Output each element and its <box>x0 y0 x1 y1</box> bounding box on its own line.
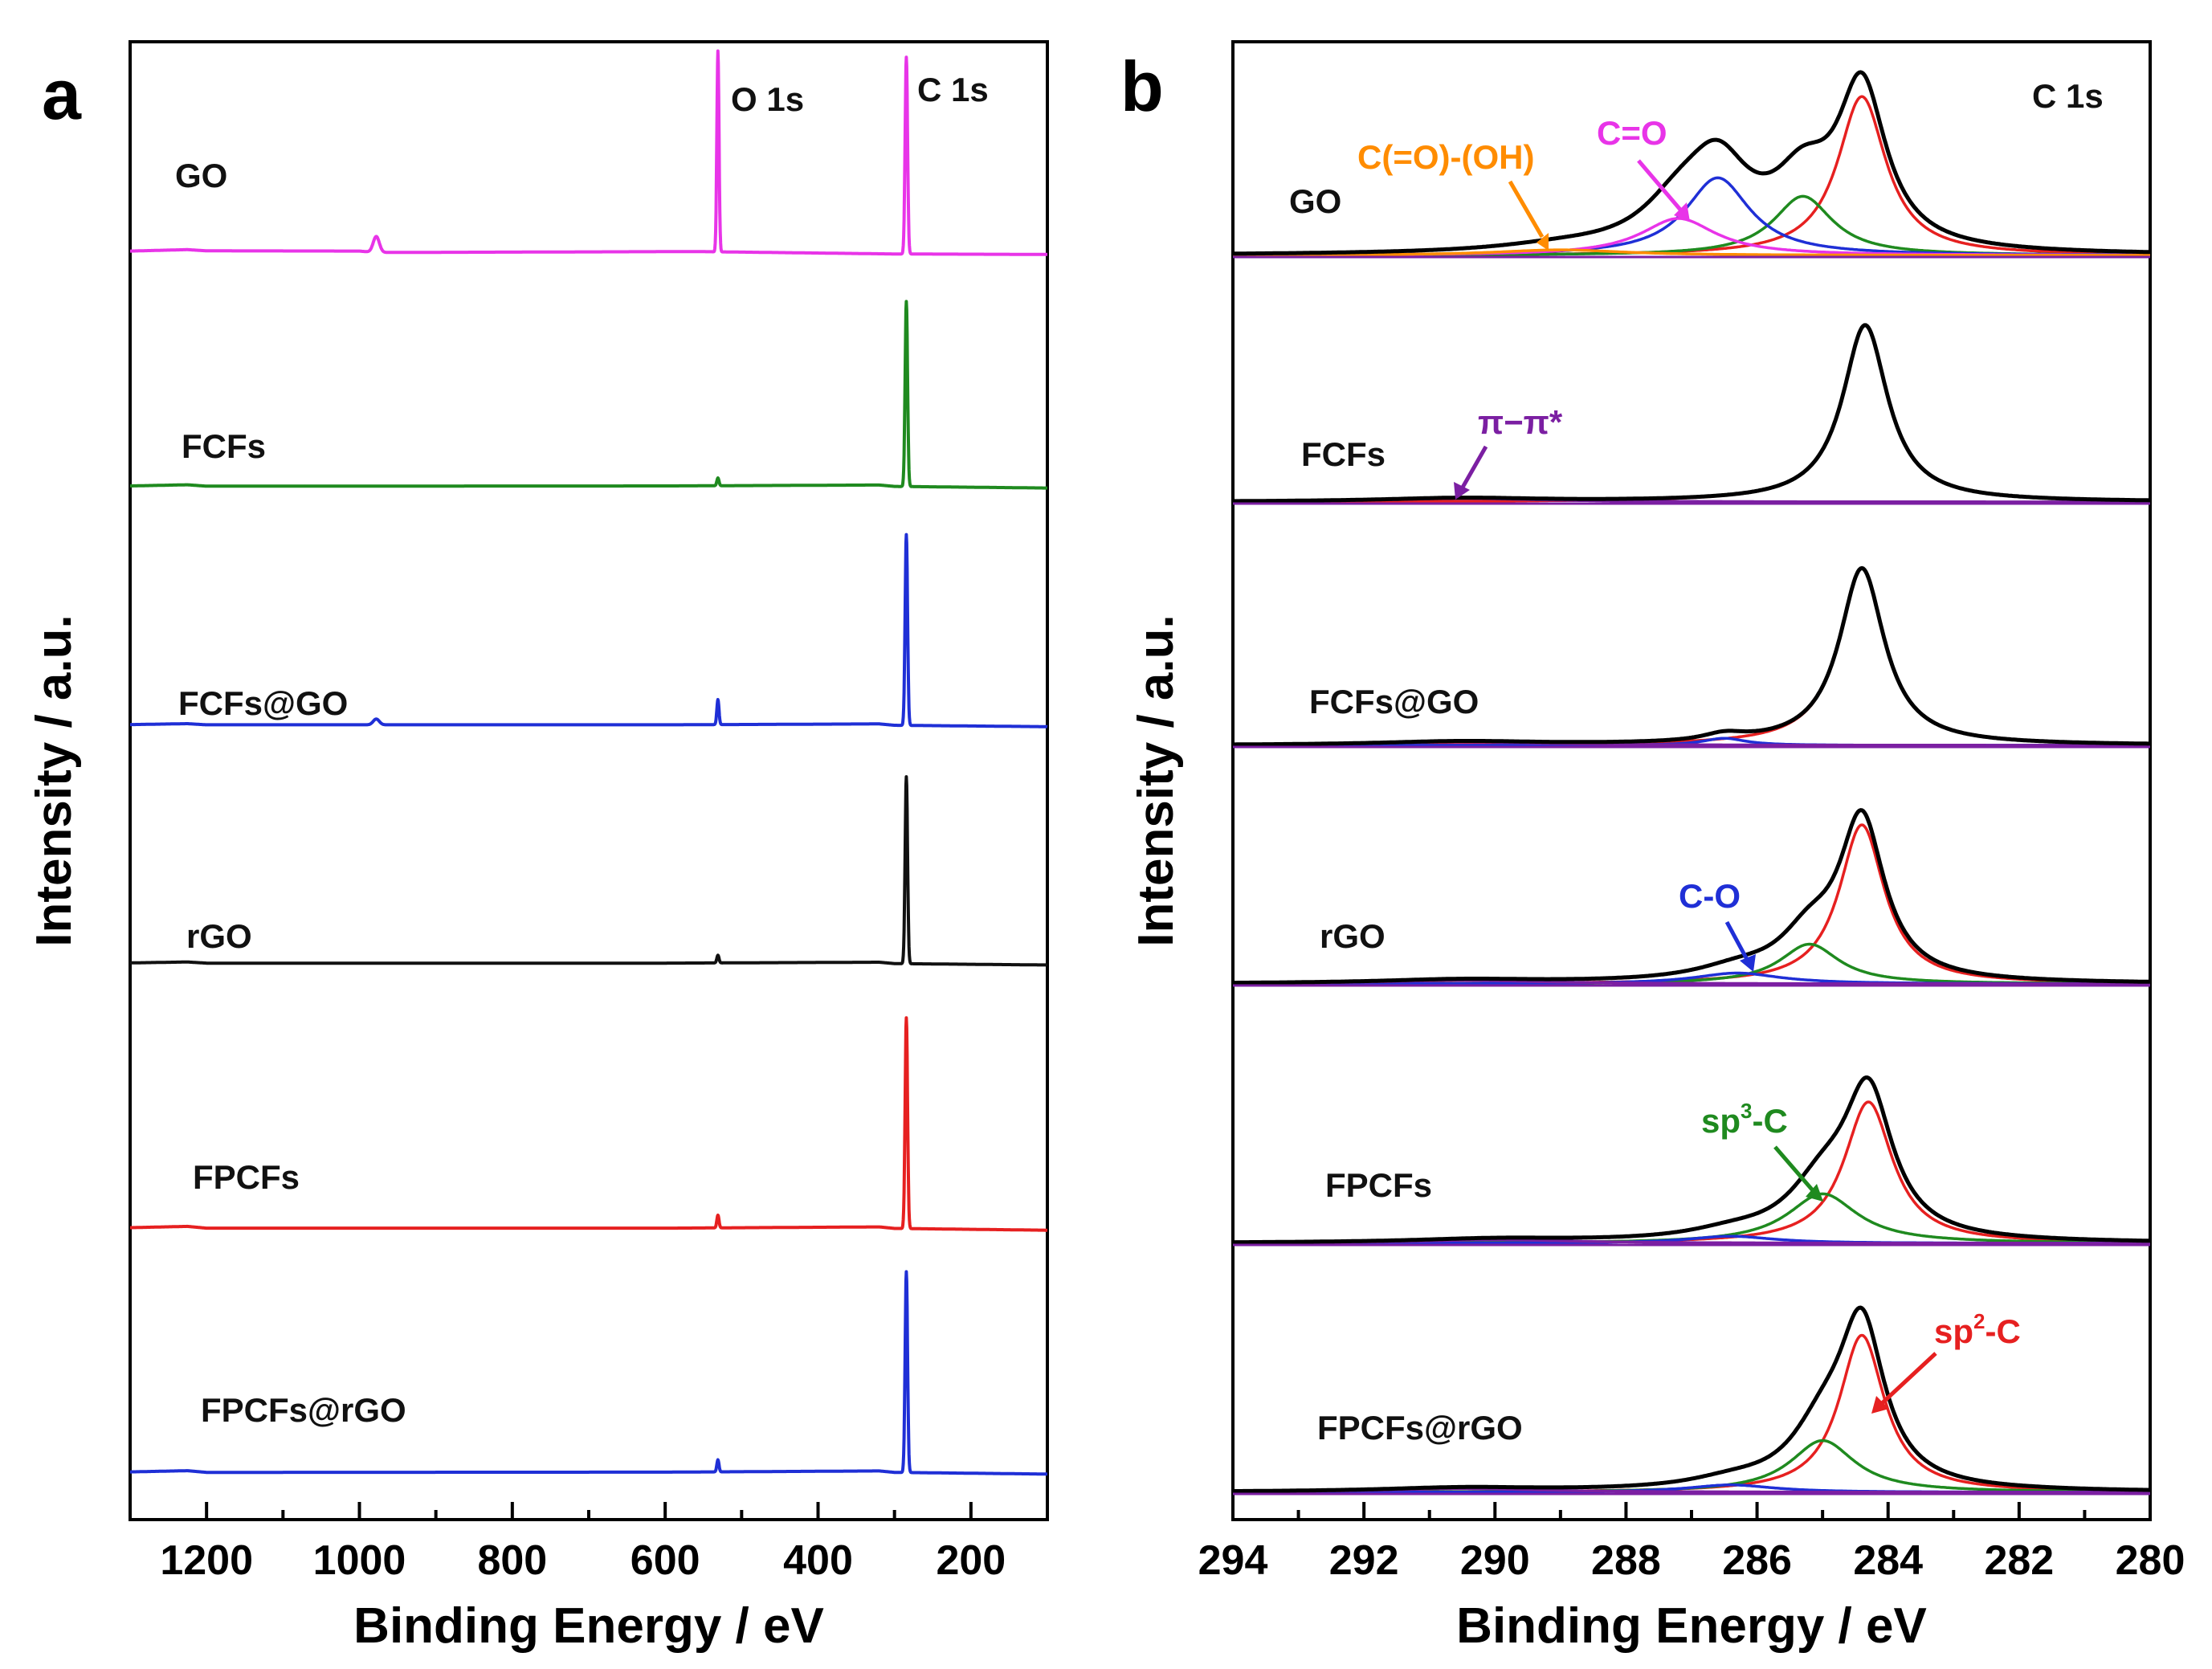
annotation-cooh: C(=O)-(OH) <box>1357 138 1549 251</box>
cooh-arrow <box>1508 180 1545 239</box>
panel-a-series-fcfs <box>129 300 1049 490</box>
panel-b-component-c-o-oh <box>1233 248 2150 257</box>
panel-a-series-labels: GO FCFs FCFs@GO rGO FPCFs FPCFs@rGO <box>175 157 406 1429</box>
sp3-tail: -C <box>1752 1102 1787 1140</box>
c-o-arrowhead <box>1740 954 1756 972</box>
panel-a-label-fcfs: FCFs <box>182 427 266 465</box>
panel-b-letter: b <box>1120 47 1164 126</box>
panel-b-row-fcfs-go <box>1233 565 2150 749</box>
annotation-sp3: sp3-C <box>1701 1099 1823 1202</box>
panel-a-x-tick-label: 1000 <box>313 1537 406 1584</box>
pipi-label: π−π* <box>1478 403 1563 441</box>
sp3-arrowhead <box>1806 1184 1823 1202</box>
panel-a-xlabel: Binding Energy / eV <box>353 1598 824 1654</box>
panel-b: b 294 292 290 288 286 284 282 280 GO FCFs FCFs@GO… <box>1120 40 2185 1654</box>
panel-a-series-fcfs-go <box>129 533 1049 728</box>
panel-a-x-tick-label: 800 <box>477 1537 547 1584</box>
panel-b-envelope-fpcfs-rgo <box>1233 1305 2150 1493</box>
panel-b-row-go <box>1233 70 2151 259</box>
panel-a-label-fpcfs-rgo: FPCFs@rGO <box>201 1391 406 1429</box>
panel-a-series-rgo <box>129 775 1049 967</box>
cooh-arrowhead <box>1537 233 1549 251</box>
panel-b-x-tick-label: 284 <box>1853 1537 1923 1584</box>
panel-b-xlabel: Binding Energy / eV <box>1456 1598 1927 1654</box>
sp2-arrowhead <box>1871 1396 1889 1414</box>
annotation-c-double-o: C=O <box>1597 114 1690 222</box>
c-double-o-arrowhead <box>1674 202 1690 222</box>
annotation-c-o: C-O <box>1679 877 1756 972</box>
sp3-label: sp3-C <box>1701 1099 1788 1140</box>
sp2-arrow <box>1878 1352 1937 1407</box>
panel-a-series-go <box>129 49 1049 256</box>
panel-a-x-tick-label: 1200 <box>160 1537 253 1584</box>
panel-b-x-tick-label: 290 <box>1460 1537 1530 1584</box>
sp2-sup: 2 <box>1973 1309 1985 1333</box>
panel-a-ylabel: Intensity / a.u. <box>27 614 82 946</box>
panel-a-x-tick-label: 200 <box>936 1537 1006 1584</box>
panel-b-ticks: 294 292 290 288 286 284 282 280 <box>1198 1502 2185 1584</box>
c-o-arrow <box>1724 920 1752 965</box>
panel-b-envelope-fcfs <box>1233 323 2150 504</box>
panel-b-envelope-fpcfs <box>1233 1075 2150 1245</box>
panel-a-letter: a <box>42 55 82 134</box>
panel-b-x-tick-label: 294 <box>1198 1537 1268 1584</box>
panel-b-series-labels: GO FCFs FCFs@GO rGO FPCFs FPCFs@rGO <box>1289 182 1523 1447</box>
panel-a-label-fcfs-go: FCFs@GO <box>178 684 348 722</box>
panel-a-series-fpcfs <box>129 1016 1049 1232</box>
panel-b-x-tick-label: 292 <box>1329 1537 1399 1584</box>
panel-b-label-fpcfs-rgo: FPCFs@rGO <box>1317 1409 1523 1447</box>
panel-b-envelope-fcfs-go <box>1233 565 2150 747</box>
panel-b-row-fpcfs <box>1233 1075 2150 1247</box>
panel-b-label-rgo: rGO <box>1320 917 1386 955</box>
panel-b-x-tick-label: 288 <box>1591 1537 1661 1584</box>
cooh-label: C(=O)-(OH) <box>1357 138 1534 176</box>
panel-a-series-fpcfs-rgo <box>129 1270 1049 1476</box>
c1s-b-label: C 1s <box>2032 77 2104 115</box>
panel-b-x-tick-label: 280 <box>2116 1537 2185 1584</box>
panel-b-label-fcfs-go: FCFs@GO <box>1309 683 1479 720</box>
c-o-label: C-O <box>1679 877 1741 915</box>
panel-b-x-tick-label: 282 <box>1984 1537 2054 1584</box>
panel-a-x-tick-label: 400 <box>783 1537 853 1584</box>
sp2-label: sp2-C <box>1934 1309 2021 1350</box>
panel-b-ylabel: Intensity / a.u. <box>1128 614 1184 946</box>
panel-a-x-tick-label: 600 <box>631 1537 700 1584</box>
panel-b-row-fpcfs-rgo <box>1233 1305 2150 1496</box>
panel-b-row-rgo <box>1233 808 2151 987</box>
sp3-arrow <box>1773 1145 1818 1197</box>
panel-a-label-rgo: rGO <box>186 917 252 955</box>
sp2-base: sp <box>1934 1312 1973 1350</box>
sp2-tail: -C <box>1985 1312 2020 1350</box>
sp3-base: sp <box>1701 1102 1741 1140</box>
panel-b-label-fcfs: FCFs <box>1301 435 1386 473</box>
pipi-arrowhead <box>1454 482 1470 500</box>
pipi-arrow <box>1458 445 1488 493</box>
annotation-pipi: π−π* <box>1454 403 1563 500</box>
c1s-label: C 1s <box>917 71 989 108</box>
panel-b-component-sp2-c <box>1233 324 2151 504</box>
panel-a: a 1200 1000 800 600 400 200 GO FCFs FCFs@GO rGO F… <box>27 40 1049 1654</box>
panel-b-component-c-o <box>1233 176 2150 257</box>
panel-b-frame <box>1231 40 2152 1521</box>
panel-b-x-tick-label: 286 <box>1722 1537 1792 1584</box>
panel-a-frame <box>129 40 1049 1521</box>
panel-b-envelope-go <box>1233 70 2150 256</box>
panel-b-curves <box>1233 70 2151 1496</box>
panel-a-label-fpcfs: FPCFs <box>193 1158 300 1196</box>
panel-b-row-fcfs <box>1233 323 2151 505</box>
c-double-o-label: C=O <box>1597 114 1667 152</box>
c-double-o-arrow <box>1637 159 1687 217</box>
panel-a-curves <box>129 49 1049 1476</box>
panel-b-label-fpcfs: FPCFs <box>1325 1166 1432 1204</box>
sp3-sup: 3 <box>1741 1099 1752 1123</box>
panel-b-label-go: GO <box>1289 182 1341 220</box>
panel-b-envelope-rgo <box>1233 808 2151 985</box>
panel-a-label-go: GO <box>175 157 227 194</box>
o1s-label: O 1s <box>731 80 804 118</box>
annotation-sp2: sp2-C <box>1871 1309 2021 1414</box>
panel-a-ticks: 1200 1000 800 600 400 200 <box>129 1502 1049 1584</box>
